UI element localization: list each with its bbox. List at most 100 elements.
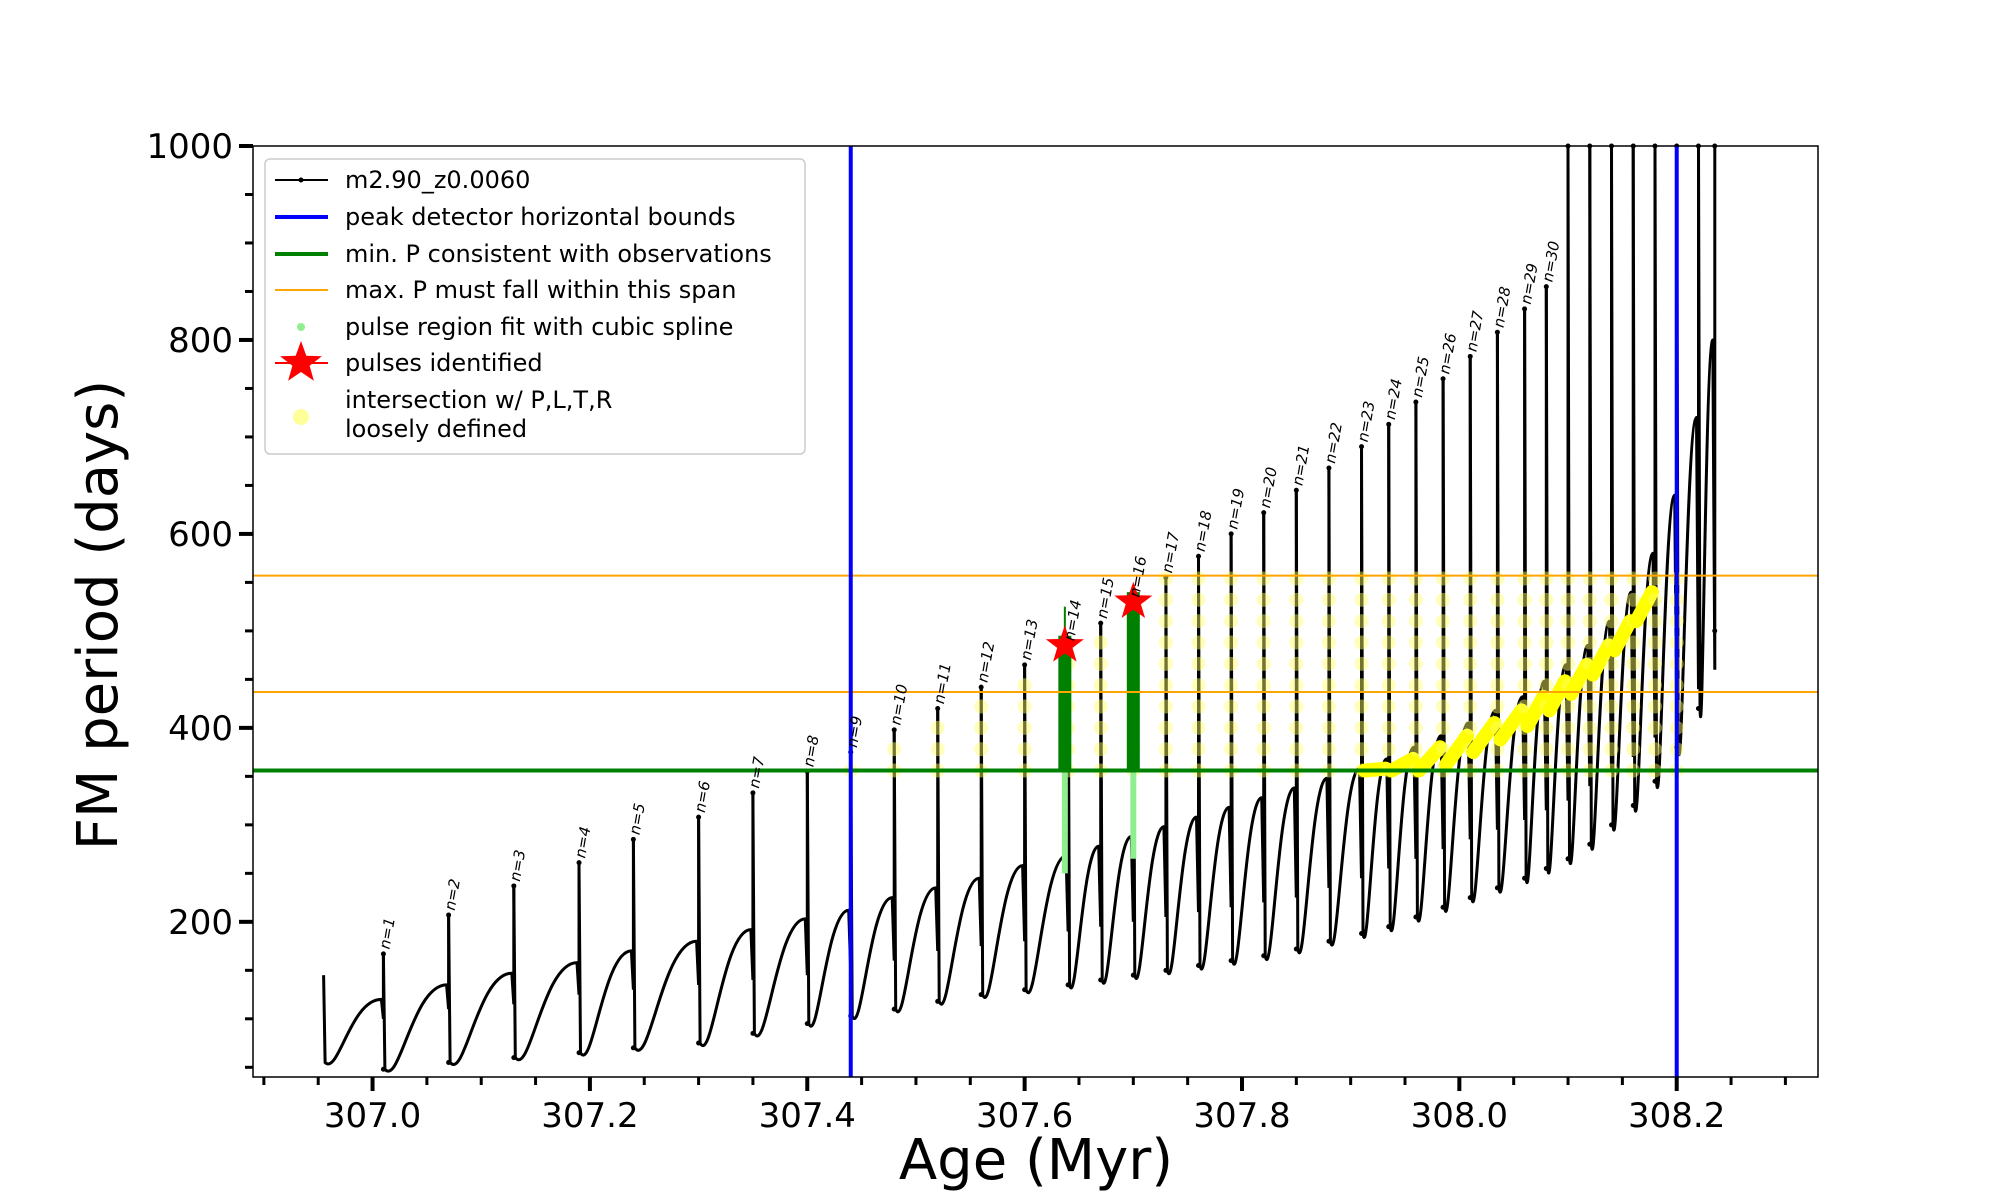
pulse-label: n=27 xyxy=(1462,309,1487,353)
model-track-segment xyxy=(805,752,853,1028)
intersection-marker xyxy=(1517,571,1532,586)
identified-pulse-star xyxy=(1045,625,1084,662)
intersection-marker xyxy=(1561,614,1576,629)
intersection-marker xyxy=(1321,592,1336,607)
intersection-marker xyxy=(1561,592,1576,607)
intersection-marker xyxy=(1289,656,1304,671)
intersection-marker xyxy=(1408,656,1423,671)
intersection-marker xyxy=(1289,592,1304,607)
intersection-marker xyxy=(1381,678,1396,693)
intersection-marker xyxy=(1517,742,1532,757)
pulse-label: n=13 xyxy=(1017,618,1042,662)
legend-swatch-dot xyxy=(297,323,305,331)
intersection-marker xyxy=(1381,742,1396,757)
intersection-marker xyxy=(1539,742,1554,757)
model-track-segment xyxy=(979,664,1027,999)
intersection-marker xyxy=(1224,635,1239,650)
legend-label: min. P consistent with observations xyxy=(345,240,772,268)
intersection-marker xyxy=(1604,614,1619,629)
pulse-label: n=21 xyxy=(1289,443,1314,487)
intersection-marker xyxy=(1158,592,1173,607)
intersection-marker xyxy=(1490,614,1505,629)
pulse-label: n=15 xyxy=(1093,576,1118,620)
intersection-marker xyxy=(1381,571,1396,586)
intersection-marker xyxy=(1224,656,1239,671)
intersection-marker xyxy=(1191,635,1206,650)
intersection-marker xyxy=(1582,571,1597,586)
intersection-marker xyxy=(1321,656,1336,671)
pulse-label: n=30 xyxy=(1539,240,1564,284)
intersection-marker xyxy=(1256,742,1271,757)
intersection-marker xyxy=(1463,592,1478,607)
y-tick-label: 1000 xyxy=(146,127,233,167)
intersection-marker xyxy=(1321,699,1336,714)
pulse-label: n=11 xyxy=(930,662,955,706)
pulse-label: n=23 xyxy=(1354,400,1379,444)
legend-label: pulses identified xyxy=(345,349,543,377)
intersection-marker xyxy=(1354,720,1369,735)
intersection-marker xyxy=(1321,678,1336,693)
intersection-marker xyxy=(1381,592,1396,607)
intersection-marker xyxy=(1436,699,1451,714)
intersection-marker xyxy=(1647,571,1662,586)
model-track-segment xyxy=(1099,601,1135,985)
intersection-band xyxy=(1607,614,1638,658)
x-tick-label: 307.0 xyxy=(324,1096,421,1136)
pulse-label: n=22 xyxy=(1321,421,1346,465)
reference-lines-layer xyxy=(253,146,1818,1077)
pulse-label: n=16 xyxy=(1126,555,1151,599)
intersection-marker xyxy=(1408,678,1423,693)
intersection-marker xyxy=(1381,699,1396,714)
model-track-segment xyxy=(1066,623,1103,990)
pulse-label: n=25 xyxy=(1408,355,1433,399)
intersection-marker xyxy=(1408,592,1423,607)
intersection-marker xyxy=(1436,571,1451,586)
model-track-layer xyxy=(322,143,1718,1073)
intersection-marker xyxy=(1354,742,1369,757)
x-tick-label: 308.0 xyxy=(1411,1096,1508,1136)
model-track-segment xyxy=(1327,446,1363,947)
model-track-segment xyxy=(1610,145,1635,832)
intersection-marker xyxy=(1647,592,1662,607)
intersection-marker xyxy=(1490,699,1505,714)
legend-label: max. P must fall within this span xyxy=(345,276,736,304)
intersection-marker xyxy=(1093,720,1108,735)
intersection-marker xyxy=(1517,678,1532,693)
intersection-marker xyxy=(887,742,902,757)
intersection-marker xyxy=(1256,678,1271,693)
model-track-segment xyxy=(849,729,896,1021)
intersection-marker xyxy=(1191,699,1206,714)
intersection-region-layer xyxy=(843,571,1684,778)
intersection-marker xyxy=(1289,720,1304,735)
intersection-marker xyxy=(1093,742,1108,757)
pulse-label: n=28 xyxy=(1490,285,1515,329)
intersection-marker xyxy=(1017,742,1032,757)
spline-fit-layer xyxy=(1058,592,1140,874)
intersection-marker xyxy=(1561,699,1576,714)
intersection-marker xyxy=(1093,656,1108,671)
model-track-segment xyxy=(892,708,940,1014)
pulse-label: n=10 xyxy=(886,683,911,727)
intersection-marker xyxy=(1490,656,1505,671)
intersection-marker xyxy=(1017,720,1032,735)
intersection-marker xyxy=(1626,678,1641,693)
intersection-marker xyxy=(1224,614,1239,629)
intersection-marker xyxy=(1381,720,1396,735)
intersection-marker xyxy=(1626,720,1641,735)
intersection-marker xyxy=(1354,699,1369,714)
intersection-marker xyxy=(1539,720,1554,735)
intersection-marker xyxy=(1093,699,1108,714)
model-track-segment xyxy=(1197,533,1233,971)
plot-frame xyxy=(252,145,1819,1078)
x-tick-label: 308.2 xyxy=(1628,1096,1725,1136)
intersection-marker xyxy=(1490,571,1505,586)
pulse-label: n=24 xyxy=(1381,377,1406,421)
intersection-marker xyxy=(1582,635,1597,650)
model-track-segment xyxy=(322,953,385,1066)
intersection-marker xyxy=(1321,742,1336,757)
y-tick-label: 600 xyxy=(168,515,233,555)
intersection-marker xyxy=(1539,592,1554,607)
intersection-marker xyxy=(1224,678,1239,693)
intersection-marker xyxy=(1289,635,1304,650)
